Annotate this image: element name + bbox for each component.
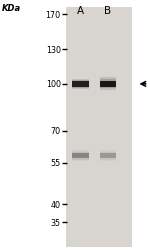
Text: A: A <box>77 6 84 16</box>
Bar <box>100 152 116 160</box>
Bar <box>100 150 116 162</box>
Text: 35: 35 <box>51 218 61 227</box>
Bar <box>72 153 88 159</box>
Bar <box>66 8 132 247</box>
Bar <box>72 82 88 87</box>
Bar <box>72 150 88 162</box>
Text: KDa: KDa <box>2 4 21 13</box>
Bar <box>100 153 116 159</box>
Bar <box>100 80 116 89</box>
Bar <box>72 152 88 160</box>
Text: B: B <box>104 6 112 16</box>
Bar <box>72 81 88 88</box>
Text: 130: 130 <box>46 46 61 55</box>
Text: 40: 40 <box>51 200 61 209</box>
Text: 170: 170 <box>46 11 61 19</box>
Bar <box>100 78 116 91</box>
Text: 100: 100 <box>46 80 61 89</box>
Text: 55: 55 <box>51 159 61 167</box>
Text: 70: 70 <box>51 127 61 136</box>
Bar <box>72 79 88 90</box>
Bar <box>100 81 116 88</box>
